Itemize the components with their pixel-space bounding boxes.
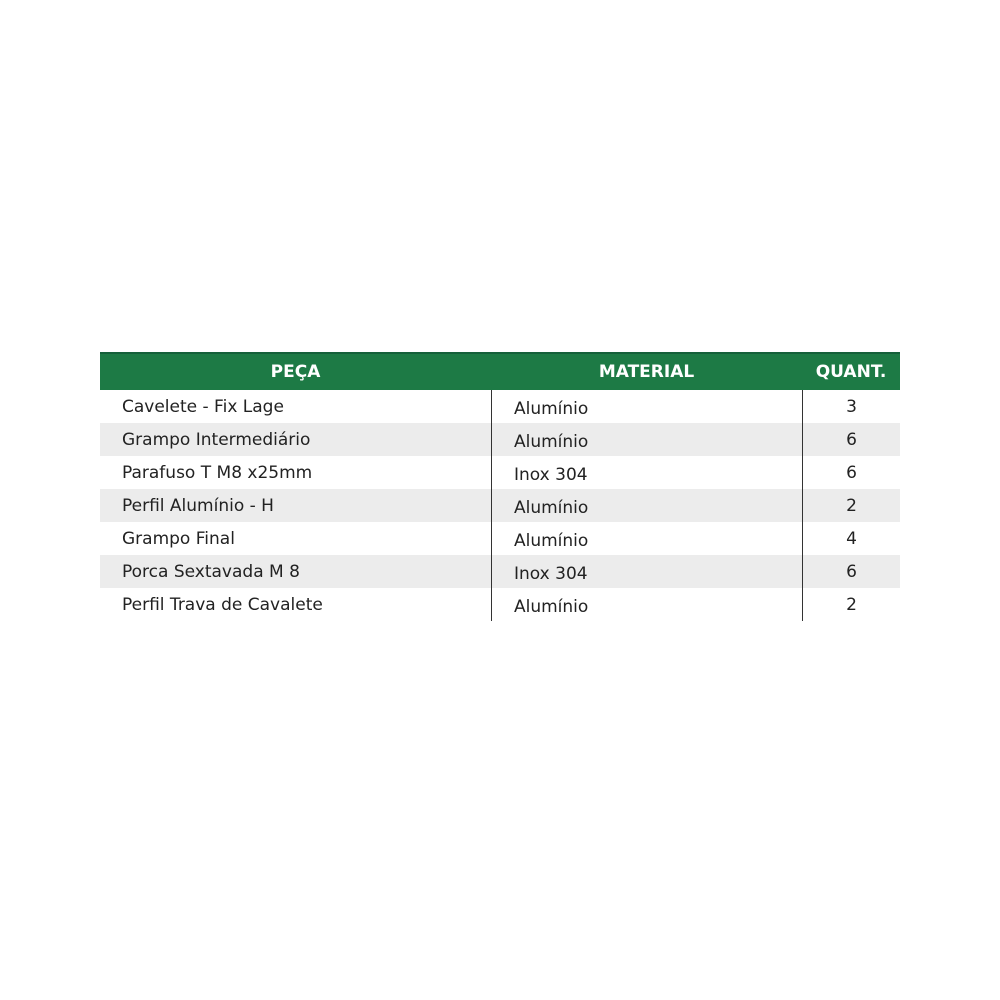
- parts-table: PEÇA MATERIAL QUANT. Cavelete - Fix Lage…: [100, 352, 900, 621]
- table-row: Perfil Alumínio - H Alumínio 2: [100, 489, 900, 522]
- cell-material: Alumínio: [491, 489, 802, 522]
- cell-quantity: 2: [802, 489, 900, 522]
- header-part: PEÇA: [270, 362, 321, 382]
- cell-part: Cavelete - Fix Lage: [122, 396, 284, 417]
- table-header: PEÇA MATERIAL QUANT.: [100, 352, 900, 390]
- cell-part: Perfil Alumínio - H: [122, 495, 274, 516]
- cell-quantity: 6: [802, 423, 900, 456]
- cell-material: Inox 304: [491, 555, 802, 588]
- table-row: Grampo Intermediário Alumínio 6: [100, 423, 900, 456]
- cell-quantity: 4: [802, 522, 900, 555]
- header-quantity: QUANT.: [815, 362, 887, 382]
- cell-part: Parafuso T M8 x25mm: [122, 462, 313, 483]
- cell-material: Alumínio: [491, 390, 802, 423]
- cell-part: Grampo Intermediário: [122, 429, 311, 450]
- table-row: Porca Sextavada M 8 Inox 304 6: [100, 555, 900, 588]
- cell-material: Alumínio: [491, 423, 802, 456]
- table-row: Grampo Final Alumínio 4: [100, 522, 900, 555]
- cell-material: Inox 304: [491, 456, 802, 489]
- cell-part: Porca Sextavada M 8: [122, 561, 300, 582]
- table-row: Perfil Trava de Cavalete Alumínio 2: [100, 588, 900, 621]
- table-row: Parafuso T M8 x25mm Inox 304 6: [100, 456, 900, 489]
- cell-quantity: 6: [802, 456, 900, 489]
- cell-part: Grampo Final: [122, 528, 235, 549]
- cell-material: Alumínio: [491, 522, 802, 555]
- cell-quantity: 3: [802, 390, 900, 423]
- cell-material: Alumínio: [491, 588, 802, 621]
- table-row: Cavelete - Fix Lage Alumínio 3: [100, 390, 900, 423]
- cell-quantity: 2: [802, 588, 900, 621]
- cell-quantity: 6: [802, 555, 900, 588]
- cell-part: Perfil Trava de Cavalete: [122, 594, 323, 615]
- header-material: MATERIAL: [598, 362, 695, 382]
